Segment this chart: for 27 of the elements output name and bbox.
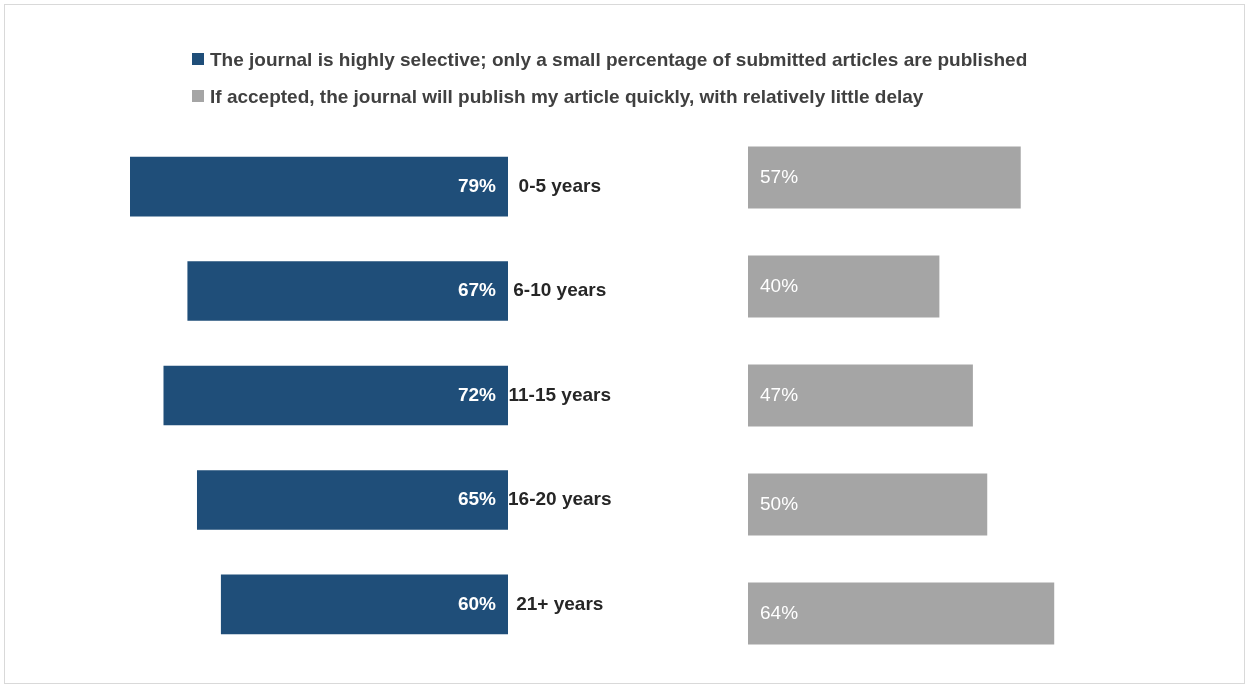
data-label: 47% [760,383,799,405]
y-tick-label: 21+ years [516,592,604,614]
bar [220,574,508,635]
data-label: 40% [760,274,799,296]
bar [163,365,508,426]
data-label: 65% [457,488,497,510]
legend-label: The journal is highly selective; only a small percentage of submitted articles are published [209,48,1028,72]
data-label: 64% [760,601,799,623]
y-tick-label: 11-15 years [508,383,612,405]
bar [748,255,940,318]
data-label: 79% [457,174,497,196]
data-label: 50% [760,492,799,514]
bar [187,261,508,321]
bar [748,582,1055,645]
legend-label: If accepted, the journal will publish my article quickly, with relatively little delay [209,85,924,109]
data-label: 60% [457,592,497,614]
y-tick-label: 0-5 years [518,174,601,196]
data-label: 67% [457,279,497,301]
y-tick-label: 16-20 years [507,488,612,510]
bar [748,146,1021,209]
data-label: 72% [457,383,497,405]
bar [196,470,508,530]
bar [130,156,508,217]
bar [748,364,973,427]
data-label: 57% [760,165,799,187]
y-tick-label: 6-10 years [513,279,607,301]
bar [748,473,988,536]
